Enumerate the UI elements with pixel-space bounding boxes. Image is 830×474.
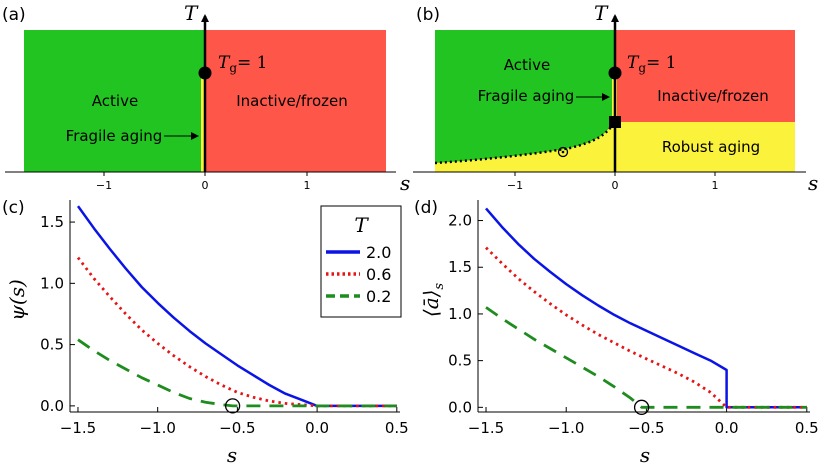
xtick-label: 0.5 [385,419,409,437]
a-zero-marker [633,399,650,415]
xtick-label: −1.0 [139,419,175,437]
open-circle-marker [557,146,569,158]
s-axis-label: s [400,171,410,195]
legend-box [320,205,402,318]
T-axis-label: T [594,1,609,25]
ytick-label: 0.0 [40,397,64,415]
legend-title: T [354,213,369,237]
y-axis-label: ⟨ā⟩s [419,283,447,318]
xtick-label: 0.0 [715,419,739,437]
ytick-label: 0.0 [448,398,472,416]
panel-c-label: (c) [2,198,25,218]
xtick-label: −1.5 [60,419,96,437]
tg-point [608,66,622,80]
robust-aging-label: Robust aging [662,138,760,156]
series-T-0.6 [485,246,807,409]
c-series [76,205,397,408]
xtick: −1 [96,179,112,192]
s-axis-label: s [808,171,818,195]
panel-c: (c) −1.5 −1.0 −0.5 0.0 0.5 0.0 0.5 1.0 1.5 s ψ(s… [2,198,409,467]
panel-d: (d) −1.5 −1.0 −0.5 0.0 0.50.00.51.01.52.0 s … [414,198,819,467]
active-region [24,30,205,172]
legend: T 2.0 0.6 0.2 [320,205,402,318]
robust-aging-region [615,122,795,172]
panel-b-label: (b) [416,5,440,25]
x-axis-label: s [227,443,237,467]
series-T-2.0 [76,205,397,408]
ytick-label: 1.0 [40,274,64,292]
d-ticks: −1.5 −1.0 −0.5 0.0 0.5 0.0 0.5 1.0 1.5 2.0 [448,212,819,437]
fragile-aging-label: Fragile aging [66,127,163,145]
active-label: Active [504,56,550,74]
psi-zero-marker [224,398,241,414]
xtick-label: 0.0 [305,419,329,437]
tg-point [198,66,212,80]
tg-label: Tg= 1 [218,53,268,75]
series-T-2.0 [485,207,807,409]
ytick-label: 0.5 [40,336,64,354]
inactive-label: Inactive/frozen [236,92,347,110]
panel-b: (b) −1 0 1 s T Tg= 1 Active Inactive/fro… [413,1,818,195]
ytick-label: 1.0 [448,305,472,323]
tg-label: Tg= 1 [627,53,677,75]
xtick-label: −0.5 [628,419,664,437]
series-T-0.2 [485,306,807,409]
y-axis-label: ψ(s) [5,279,29,321]
fragile-aging-strip [201,74,206,172]
xtick-label: −1.0 [548,419,584,437]
panel-d-label: (d) [414,198,438,218]
ytick-label: 2.0 [448,212,472,230]
ytick-label: 0.5 [448,352,472,370]
T-axis-label: T [184,1,199,25]
ytick-label: 1.5 [40,213,64,231]
phase-boundary [434,121,616,165]
inactive-label: Inactive/frozen [657,87,768,105]
ytick-label: 1.5 [448,258,472,276]
xtick: 0 [202,179,209,192]
active-label: Active [92,92,138,110]
x-axis-label: s [640,443,650,467]
xtick: 1 [304,179,311,192]
series-T-0.2 [77,338,397,408]
legend-entry-0.6: 0.6 [366,265,391,284]
inactive-region [205,30,386,172]
fragile-aging-label: Fragile aging [478,87,575,105]
square-marker [609,116,621,128]
panel-a-label: (a) [2,5,26,25]
d-series [485,207,807,409]
panel-a: (a) −1 0 1 s T Tg= 1 Active Inactive/fro… [2,1,410,195]
xtick: 0 [612,179,619,192]
c-ticks: −1.5 −1.0 −0.5 0.0 0.5 0.0 0.5 1.0 1.5 [40,213,409,437]
xtick-label: 0.5 [795,419,819,437]
series-T-0.6 [76,256,397,408]
xtick: −1 [507,179,523,192]
xtick-label: −0.5 [219,419,255,437]
legend-entry-2.0: 2.0 [366,243,391,262]
xtick: 1 [712,179,719,192]
legend-entry-0.2: 0.2 [366,287,391,306]
xtick-label: −1.5 [468,419,504,437]
